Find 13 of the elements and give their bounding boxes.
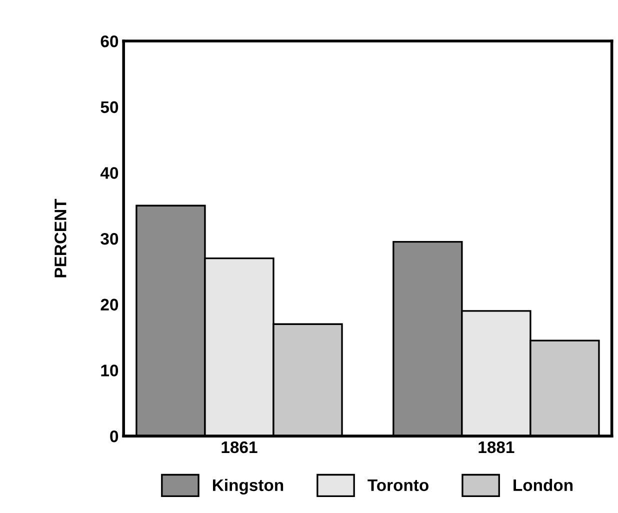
y-tick-label: 40 xyxy=(100,167,118,179)
x-tick-label: 1861 xyxy=(222,441,258,454)
x-tick-label: 1881 xyxy=(478,441,514,454)
y-tick-label: 50 xyxy=(100,101,118,114)
y-tick-label: 60 xyxy=(100,35,118,48)
legend-label: Toronto xyxy=(368,479,428,492)
y-tick-label: 30 xyxy=(100,232,118,245)
y-tick-label: 0 xyxy=(110,430,118,442)
legend-label: London xyxy=(514,478,573,492)
y-tick-label: 20 xyxy=(100,298,118,311)
legend-label: Kingston xyxy=(213,478,284,494)
y-tick-label: 10 xyxy=(101,364,118,376)
y-axis-title: PERCENT xyxy=(54,198,66,278)
